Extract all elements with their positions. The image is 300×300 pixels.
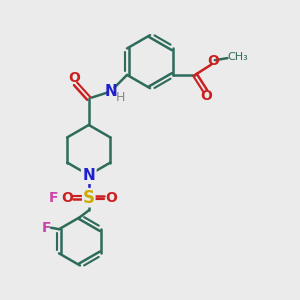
Text: O: O <box>61 191 73 205</box>
Text: N: N <box>104 84 117 99</box>
Text: CH₃: CH₃ <box>227 52 248 62</box>
Text: O: O <box>68 71 80 85</box>
Text: S: S <box>83 189 95 207</box>
Text: F: F <box>42 221 51 235</box>
Text: O: O <box>207 54 219 68</box>
Text: O: O <box>105 191 117 205</box>
Text: F: F <box>49 191 58 205</box>
Text: H: H <box>116 91 125 104</box>
Text: O: O <box>200 89 212 103</box>
Text: N: N <box>82 167 95 182</box>
